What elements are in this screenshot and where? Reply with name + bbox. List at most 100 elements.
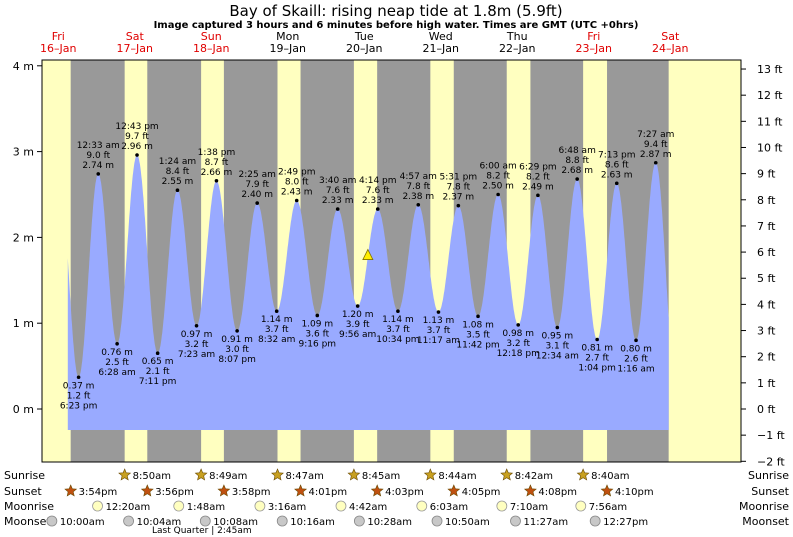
high-tide-time: 2:49 pm: [278, 168, 316, 178]
low-tide-time: 6:28 am: [98, 368, 135, 378]
low-tide-m: 0.65 m: [142, 357, 174, 367]
high-tide-m: 2.96 m: [121, 142, 153, 152]
moonset-icon: [589, 515, 601, 527]
sunset-time: 3:58pm: [232, 487, 271, 498]
low-tide-ft: 3.6 ft: [305, 329, 329, 339]
high-tide-point: [294, 198, 299, 203]
low-tide-time: 12:18 pm: [497, 349, 540, 359]
low-tide-time: 10:34 pm: [376, 335, 419, 345]
low-tide-m: 0.91 m: [221, 335, 253, 345]
low-tide-point: [516, 323, 521, 327]
y-tick-label-right: 12 ft: [757, 89, 783, 102]
y-tick-label-right: 10 ft: [757, 141, 783, 154]
low-tide-point: [476, 314, 480, 319]
high-tide-time: 3:40 am: [319, 176, 356, 186]
low-tide-ft: 3.2 ft: [185, 340, 209, 350]
high-tide-ft: 7.8 ft: [406, 182, 430, 192]
sunrise-label-right: Sunrise: [748, 469, 789, 482]
high-tide-ft: 9.7 ft: [125, 132, 149, 142]
low-tide-m: 0.98 m: [502, 329, 534, 339]
moonset-icon: [353, 515, 365, 527]
low-tide-point: [595, 337, 599, 342]
sunrise-time: 8:42am: [515, 471, 553, 482]
sunrise-icon: [118, 468, 132, 481]
low-tide-time: 9:56 am: [339, 330, 376, 340]
day-name: Wed: [429, 30, 453, 43]
low-tide-ft: 2.6 ft: [624, 354, 648, 364]
high-tide-point: [653, 160, 658, 165]
high-tide-ft: 7.9 ft: [245, 180, 269, 190]
moonrise-icon: [335, 500, 347, 512]
moonset-label: Moonset: [4, 515, 51, 528]
high-tide-point: [575, 177, 579, 181]
day-name: Sat: [126, 30, 145, 43]
low-tide-point: [155, 351, 160, 356]
high-tide-time: 6:00 am: [479, 162, 516, 172]
sunset-time: 4:05pm: [462, 487, 501, 498]
sunset-label: Sunset: [4, 485, 42, 498]
sunset-icon: [447, 484, 461, 497]
sunrise-label: Sunrise: [4, 469, 45, 482]
low-tide-m: 0.76 m: [101, 348, 133, 358]
water-area: [67, 155, 669, 430]
sunset-icon: [140, 484, 154, 497]
low-tide-m: 1.20 m: [342, 310, 374, 320]
moonset-time: 11:27am: [523, 517, 568, 528]
day-header: Fri16–JanSat17–JanSun18–JanMon19–JanTue2…: [40, 30, 688, 55]
sunset-icon: [600, 484, 614, 497]
high-tide-m: 2.49 m: [522, 182, 554, 192]
low-tide-time: 7:11 pm: [139, 377, 177, 387]
sunset-icon: [523, 484, 537, 497]
high-tide-point: [214, 178, 219, 183]
day-date: 19–Jan: [270, 42, 306, 55]
y-tick-label-right: 11 ft: [757, 115, 783, 128]
sunrise-icon: [500, 468, 514, 481]
y-tick-label-right: 3 ft: [757, 325, 776, 338]
astro-band: Sunrise Sunrise Sunset Sunset Moonrise Moonri…: [4, 468, 790, 536]
moonset-icon: [199, 515, 211, 527]
day-date: 20–Jan: [346, 42, 382, 55]
high-tide-m: 2.63 m: [601, 170, 633, 180]
day-name: Fri: [52, 30, 65, 43]
high-tide-time: 4:57 am: [400, 172, 437, 182]
y-tick-label-right: 5 ft: [757, 272, 776, 285]
sunrise-icon: [347, 468, 361, 481]
high-tide-ft: 7.8 ft: [446, 183, 470, 193]
high-tide-time: 6:48 am: [558, 146, 595, 156]
moonrise-icon: [92, 500, 103, 512]
sunrise-time: 8:49am: [209, 471, 247, 482]
low-tide-ft: 1.2 ft: [67, 391, 91, 401]
low-tide-m: 0.81 m: [581, 344, 613, 354]
high-tide-point: [536, 193, 540, 198]
low-tide-m: 0.95 m: [541, 331, 573, 341]
y-tick-label-right: 9 ft: [757, 168, 776, 181]
low-tide-ft: 3.1 ft: [545, 341, 569, 351]
low-tide-ft: 2.7 ft: [585, 354, 609, 364]
y-tick-label-right: 1 ft: [757, 377, 776, 390]
high-tide-ft: 8.2 ft: [526, 172, 550, 182]
plot-frame: [41, 59, 742, 463]
moonset-time: 10:00am: [60, 517, 105, 528]
low-tide-point: [115, 341, 119, 346]
high-tide-m: 2.87 m: [640, 150, 672, 160]
low-tide-ft: 3.9 ft: [346, 320, 370, 330]
moonrise-time: 7:56am: [589, 502, 627, 513]
high-tide-m: 2.74 m: [82, 161, 114, 171]
sunset-icon: [217, 484, 231, 497]
moonrise-time: 1:48am: [187, 502, 225, 513]
high-tide-point: [614, 181, 619, 186]
day-date: 24–Jan: [652, 42, 688, 55]
sunrise-icon: [576, 468, 590, 481]
high-tide-m: 2.37 m: [442, 193, 474, 203]
high-tide-time: 6:29 pm: [519, 162, 557, 172]
low-tide-ft: 2.5 ft: [105, 358, 129, 368]
high-tide-m: 2.38 m: [402, 192, 434, 202]
high-tide-time: 1:24 am: [159, 157, 196, 167]
low-tide-point: [436, 310, 441, 314]
tide-curve: [67, 155, 669, 430]
sunset-time: 3:54pm: [79, 487, 118, 498]
high-tide-time: 5:31 pm: [440, 173, 478, 183]
high-tide-ft: 8.2 ft: [486, 172, 510, 182]
low-tide-point: [634, 338, 638, 343]
high-tide-point: [375, 207, 380, 211]
